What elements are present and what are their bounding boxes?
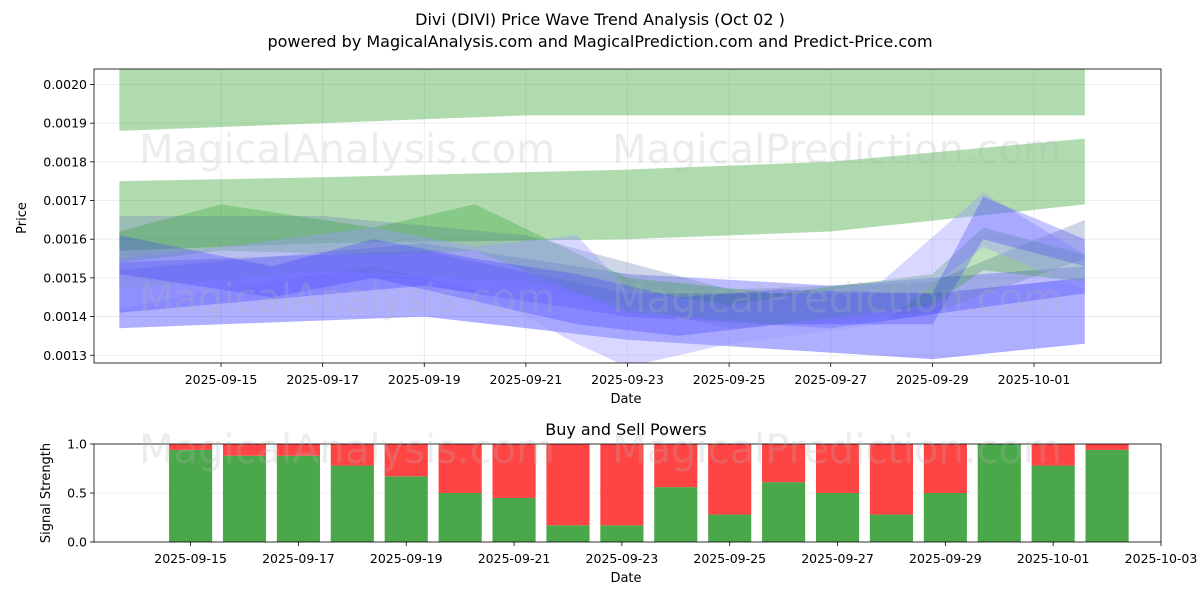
chart-subtitle: powered by MagicalAnalysis.com and Magic… <box>267 32 932 51</box>
signal-x-tick-label: 2025-09-21 <box>478 551 551 566</box>
sell-bar <box>276 444 320 456</box>
signal-x-tick-label: 2025-10-03 <box>1125 551 1198 566</box>
band-steel-channel <box>119 216 1085 329</box>
buy-bar <box>815 493 860 542</box>
band-green-wave <box>119 204 1085 325</box>
sell-bar <box>438 444 482 493</box>
signal-y-tick-label: 0.5 <box>67 486 87 501</box>
price-y-tick-label: 0.0018 <box>43 154 87 169</box>
watermark-analysis-bottom: MagicalAnalysis.com <box>139 427 555 473</box>
price-x-tick-label: 2025-10-01 <box>998 372 1071 387</box>
buy-bar <box>546 525 590 542</box>
buy-bar <box>169 449 213 542</box>
signal-x-tick-label: 2025-09-23 <box>586 551 659 566</box>
price-x-tick-label: 2025-09-23 <box>591 372 664 387</box>
sell-bar <box>222 444 267 456</box>
buy-sell-y-axis-label: Signal Strength <box>39 443 54 543</box>
signal-x-tick-label: 2025-09-29 <box>909 551 982 566</box>
buy-bar <box>330 465 374 542</box>
sell-bar <box>492 444 536 498</box>
band-blue-mid-channel <box>119 243 1085 329</box>
band-blue-wave <box>119 196 1085 336</box>
price-y-tick-label: 0.0014 <box>43 309 87 324</box>
sell-bar <box>762 444 806 483</box>
band-green-middle-channel <box>119 138 1085 251</box>
buy-bar <box>708 514 752 542</box>
price-x-tick-label: 2025-09-17 <box>286 372 359 387</box>
price-y-tick-label: 0.0016 <box>43 232 87 247</box>
signal-plot-frame <box>93 443 1162 543</box>
buy-bar <box>1031 465 1075 542</box>
watermark-prediction-bottom: MagicalPrediction.com <box>612 427 1062 473</box>
sell-bar <box>1085 444 1129 450</box>
price-plot-frame <box>93 68 1162 364</box>
price-x-tick-label: 2025-09-21 <box>490 372 563 387</box>
buy-bar <box>762 482 806 542</box>
signal-x-tick-label: 2025-10-01 <box>1017 551 1090 566</box>
price-y-tick-label: 0.0019 <box>43 116 87 131</box>
sell-bar <box>654 444 698 488</box>
sell-bar <box>169 444 213 450</box>
buy-bar <box>923 493 967 542</box>
price-x-tick-label: 2025-09-29 <box>896 372 969 387</box>
signal-x-tick-label: 2025-09-27 <box>801 551 874 566</box>
price-x-tick-label: 2025-09-27 <box>794 372 867 387</box>
price-y-tick-label: 0.0015 <box>43 270 87 285</box>
sell-bar <box>1031 444 1075 466</box>
chart-title: Divi (DIVI) Price Wave Trend Analysis (O… <box>415 10 785 29</box>
signal-x-tick-label: 2025-09-25 <box>693 551 766 566</box>
price-x-tick-label: 2025-09-15 <box>185 372 258 387</box>
buy-bar <box>1085 449 1129 542</box>
sell-bar <box>546 444 590 526</box>
band-green-upper-channel <box>119 69 1085 131</box>
price-chart: 2025-09-15 2025-09-17 2025-09-19 2025-09-21… <box>43 68 1162 387</box>
buy-bar <box>654 487 698 542</box>
sell-bar <box>384 444 428 477</box>
price-x-axis-label: Date <box>610 392 641 407</box>
buy-bar <box>869 514 914 542</box>
watermark-prediction-mid: MagicalPrediction.com <box>612 276 1062 322</box>
buy-sell-x-axis-label: Date <box>610 571 641 586</box>
price-bands <box>119 69 1085 363</box>
watermark-prediction-top: MagicalPrediction.com <box>612 127 1062 173</box>
buy-bar <box>438 493 482 542</box>
buy-bar <box>276 455 320 542</box>
price-y-tick-label: 0.0013 <box>43 348 87 363</box>
price-y-tick-label: 0.0020 <box>43 77 87 92</box>
sell-bar <box>330 444 374 466</box>
buy-bar <box>492 497 536 542</box>
sell-bar <box>708 444 752 515</box>
signal-y-tick-label: 0.0 <box>67 535 87 550</box>
watermark-analysis-top: MagicalAnalysis.com <box>139 127 555 173</box>
signal-x-tick-label: 2025-09-17 <box>262 551 335 566</box>
buy-bar <box>977 444 1021 542</box>
signal-x-tick-label: 2025-09-15 <box>154 551 227 566</box>
price-y-tick-label: 0.0017 <box>43 193 87 208</box>
price-x-tick-label: 2025-09-19 <box>388 372 461 387</box>
buy-bar <box>384 476 428 542</box>
buy-sell-title: Buy and Sell Powers <box>545 420 707 439</box>
sell-bar <box>815 444 860 493</box>
price-y-axis-label: Price <box>15 202 30 234</box>
sell-bar <box>869 444 914 515</box>
sell-bar <box>923 444 967 493</box>
band-blue-lower-channel <box>119 250 1085 360</box>
buy-sell-chart: 0.0 0.5 1.0 2025-09-15 2025-09-17 2025-09-19 2… <box>67 437 1197 567</box>
buy-bar <box>222 455 267 542</box>
sell-bar <box>600 444 644 526</box>
signal-x-tick-label: 2025-09-19 <box>370 551 443 566</box>
signal-y-tick-label: 1.0 <box>67 437 87 452</box>
band-violet-wave <box>119 192 1085 363</box>
price-x-tick-label: 2025-09-25 <box>693 372 766 387</box>
buy-bar <box>600 525 644 542</box>
watermark-analysis-mid: MagicalAnalysis.com <box>139 276 555 322</box>
